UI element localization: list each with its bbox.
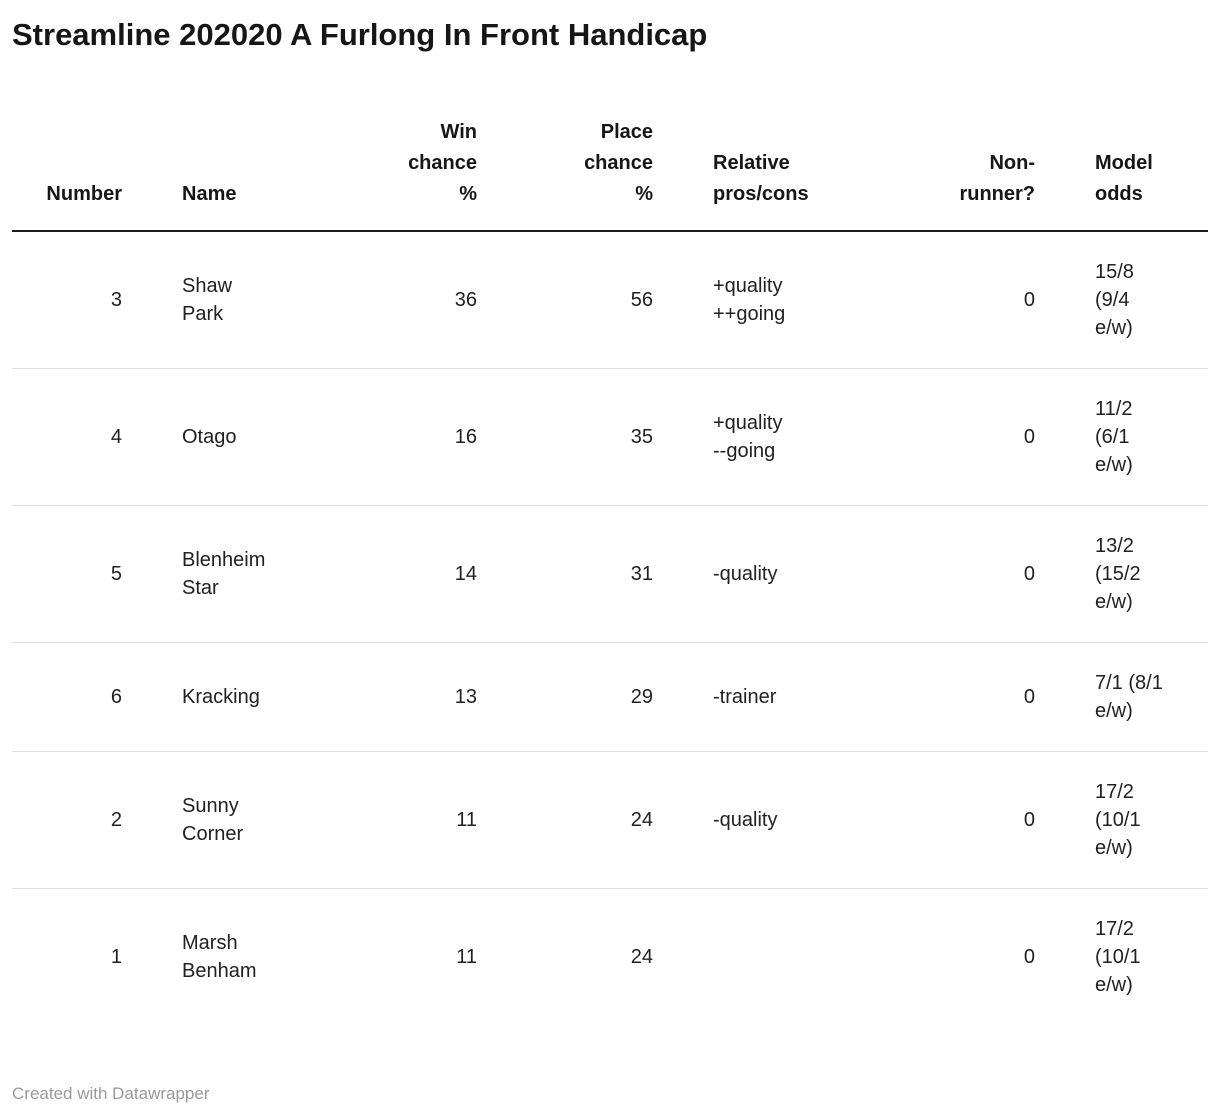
cell-place-chance: 29 (630, 685, 653, 708)
cell-non-runner: 0 (1023, 945, 1035, 968)
cell-win-chance: 16 (454, 425, 477, 448)
table-row: 2 Sunny Corner 11 24 -quality 0 17/2 (10… (12, 751, 1208, 889)
cell-number: 2 (110, 808, 122, 831)
col-header-pros-cons: Relative pros/cons (713, 151, 809, 205)
cell-number: 6 (110, 685, 122, 708)
cell-model-odds: 17/2 (10/1 e/w) (1095, 780, 1141, 859)
cell-place-chance: 24 (630, 945, 653, 968)
cell-number: 5 (110, 562, 122, 585)
cell-name: Kracking (182, 685, 260, 708)
cell-non-runner: 0 (1023, 808, 1035, 831)
cell-place-chance: 35 (630, 425, 653, 448)
col-header-number: Number (46, 182, 122, 205)
cell-pros-cons: -quality (713, 808, 778, 831)
header-row: Number Name Win chance % Place chance % … (12, 117, 1208, 231)
race-odds-table: Number Name Win chance % Place chance % … (12, 117, 1208, 1025)
table-row: 4 Otago 16 35 +quality --going 0 11/2 (6… (12, 368, 1208, 506)
cell-non-runner: 0 (1023, 288, 1035, 311)
cell-model-odds: 13/2 (15/2 e/w) (1095, 534, 1141, 613)
cell-name: Shaw Park (182, 274, 233, 325)
cell-place-chance: 31 (630, 562, 653, 585)
table-header: Number Name Win chance % Place chance % … (12, 117, 1208, 231)
cell-model-odds: 17/2 (10/1 e/w) (1095, 917, 1141, 996)
datawrapper-credit-link[interactable]: Created with Datawrapper (12, 1084, 210, 1103)
cell-name: Sunny Corner (182, 794, 244, 845)
cell-non-runner: 0 (1023, 425, 1035, 448)
table-body: 3 Shaw Park 36 56 +quality ++going 0 15/… (12, 231, 1208, 1025)
table-row: 5 Blenheim Star 14 31 -quality 0 13/2 (1… (12, 505, 1208, 643)
cell-place-chance: 56 (630, 288, 653, 311)
cell-non-runner: 0 (1023, 685, 1035, 708)
cell-name: Marsh Benham (182, 931, 257, 982)
cell-model-odds: 7/1 (8/1 e/w) (1095, 671, 1163, 722)
col-header-non-runner: Non- runner? (959, 151, 1035, 205)
cell-place-chance: 24 (630, 808, 653, 831)
table-row: 3 Shaw Park 36 56 +quality ++going 0 15/… (12, 231, 1208, 369)
cell-model-odds: 15/8 (9/4 e/w) (1095, 260, 1134, 339)
table-row: 6 Kracking 13 29 -trainer 0 7/1 (8/1 e/w… (12, 642, 1208, 752)
cell-win-chance: 11 (456, 808, 477, 831)
cell-name: Otago (182, 425, 237, 448)
cell-pros-cons: +quality --going (713, 411, 783, 462)
table-row: 1 Marsh Benham 11 24 0 17/2 (10/1 e/w) (12, 888, 1208, 1025)
cell-pros-cons: -trainer (713, 685, 777, 708)
col-header-model-odds: Model odds (1095, 151, 1153, 205)
cell-number: 1 (110, 945, 122, 968)
cell-model-odds: 11/2 (6/1 e/w) (1095, 397, 1133, 476)
page-title: Streamline 202020 A Furlong In Front Han… (12, 17, 708, 52)
cell-non-runner: 0 (1023, 562, 1035, 585)
cell-name: Blenheim Star (182, 548, 266, 599)
cell-win-chance: 13 (454, 685, 477, 708)
col-header-place-chance: Place chance % (584, 120, 653, 205)
col-header-name: Name (182, 182, 237, 205)
cell-win-chance: 11 (456, 945, 477, 968)
col-header-win-chance: Win chance % (408, 120, 477, 205)
cell-number: 4 (110, 425, 122, 448)
cell-number: 3 (110, 288, 122, 311)
cell-win-chance: 36 (454, 288, 477, 311)
cell-pros-cons: +quality ++going (713, 274, 786, 325)
cell-win-chance: 14 (454, 562, 477, 585)
cell-pros-cons (683, 888, 900, 1025)
cell-pros-cons: -quality (713, 562, 778, 585)
